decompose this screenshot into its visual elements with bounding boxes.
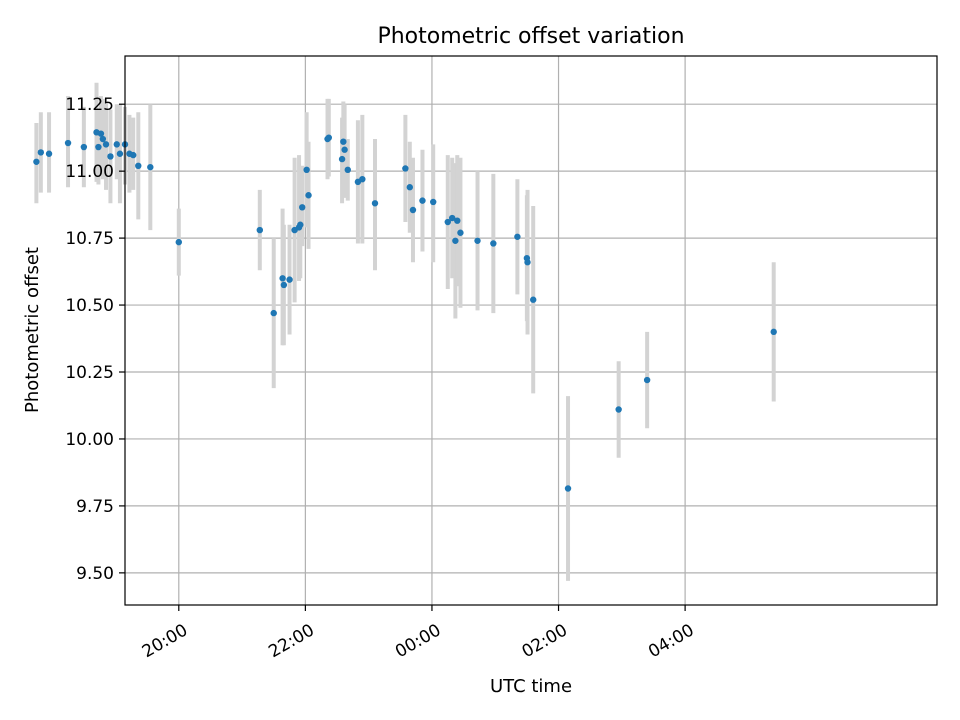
data-point — [344, 166, 351, 174]
x-axis-ticks: 20:00 22:00 00:00 02:00 04:00 — [139, 605, 698, 662]
data-point — [359, 175, 366, 183]
data-point — [490, 240, 497, 247]
data-point — [452, 237, 459, 244]
data-point — [303, 166, 310, 174]
x-tick-label: 00:00 — [392, 620, 444, 662]
data-point — [45, 150, 53, 157]
data-point — [130, 151, 137, 159]
y-tick-label: 11.25 — [65, 95, 114, 115]
data-point — [95, 143, 102, 151]
data-point — [371, 200, 379, 207]
y-axis-label: Photometric offset — [22, 247, 43, 413]
data-point — [80, 143, 88, 151]
x-tick-label: 04:00 — [645, 620, 697, 662]
data-point — [419, 197, 426, 204]
data-point — [406, 184, 414, 191]
data-point — [280, 281, 288, 289]
data-point — [256, 226, 264, 234]
x-tick-label: 22:00 — [265, 620, 317, 662]
data-point — [449, 214, 456, 222]
y-tick-label: 10.50 — [65, 296, 114, 316]
data-point — [615, 406, 622, 413]
y-tick-label: 9.50 — [76, 564, 114, 584]
y-axis-ticks: 9.50 9.75 10.00 10.25 10.50 10.75 11.00 11.25 — [65, 95, 125, 584]
data-point — [444, 218, 451, 226]
data-point — [770, 328, 777, 336]
plot-frame — [124, 55, 938, 606]
data-point — [474, 237, 481, 244]
data-point — [97, 130, 105, 137]
data-point — [514, 233, 521, 240]
data-point — [454, 217, 461, 224]
data-point — [524, 259, 531, 266]
data-point — [341, 146, 348, 153]
data-point — [113, 141, 120, 148]
data-points — [33, 129, 777, 492]
chart-title: Photometric offset variation — [377, 24, 684, 49]
data-point — [402, 165, 409, 172]
y-tick-label: 11.00 — [65, 162, 114, 182]
data-point — [175, 238, 182, 246]
grid-lines — [125, 56, 937, 605]
data-point — [430, 198, 437, 206]
data-point — [107, 153, 114, 160]
data-point — [325, 134, 332, 141]
data-point — [64, 139, 72, 147]
data-point — [147, 163, 154, 171]
data-point — [102, 141, 110, 148]
data-point — [299, 204, 306, 211]
data-point — [135, 162, 142, 169]
x-tick-label: 20:00 — [139, 620, 191, 662]
data-point — [409, 206, 417, 214]
y-tick-label: 10.25 — [65, 363, 114, 383]
data-point — [338, 155, 346, 163]
x-axis-label: UTC time — [490, 676, 572, 697]
data-point — [297, 221, 304, 228]
data-point — [340, 138, 347, 145]
data-point — [643, 376, 651, 384]
data-point — [279, 275, 286, 282]
data-point — [286, 276, 293, 283]
y-tick-label: 10.75 — [65, 229, 114, 249]
data-point — [564, 485, 572, 492]
data-point — [305, 192, 312, 199]
data-point — [457, 229, 464, 236]
y-tick-label: 10.00 — [65, 430, 114, 450]
data-point — [116, 150, 124, 157]
data-point — [270, 309, 277, 317]
data-point — [37, 149, 45, 156]
data-point — [33, 158, 40, 165]
x-tick-label: 02:00 — [519, 620, 571, 662]
data-point — [99, 135, 107, 143]
y-tick-label: 9.75 — [76, 497, 114, 517]
data-point — [530, 296, 537, 303]
